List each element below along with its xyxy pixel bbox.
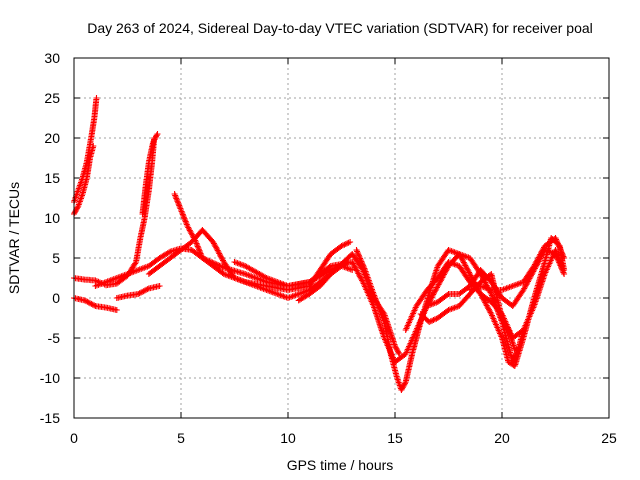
y-tick-label: 20: [44, 130, 60, 146]
plus-markers: [417, 271, 518, 353]
x-tick-label: 25: [601, 430, 617, 446]
x-tick-label: 15: [387, 430, 403, 446]
x-tick-label: 10: [280, 430, 296, 446]
plus-markers: [295, 263, 356, 304]
y-tick-label: 5: [52, 250, 60, 266]
y-tick-label: 0: [52, 290, 60, 306]
x-tick-label: 0: [70, 430, 78, 446]
series-track-15: [417, 271, 518, 353]
plus-markers: [71, 143, 97, 217]
y-tick-label: -15: [40, 410, 60, 426]
grid: [74, 58, 609, 418]
axis-ticks: [73, 57, 610, 419]
y-tick-labels: -15 -10 -5 0 5 10 15 20 25 30: [40, 50, 60, 426]
y-tick-label: 15: [44, 170, 60, 186]
series-track-16: [295, 263, 356, 304]
y-tick-label: -10: [40, 370, 60, 386]
chart-title: Day 263 of 2024, Sidereal Day-to-day VTE…: [87, 20, 593, 36]
plus-markers: [353, 235, 568, 393]
y-tick-label: 25: [44, 90, 60, 106]
plus-markers: [139, 131, 161, 217]
y-tick-label: 10: [44, 210, 60, 226]
y-axis-title: SDTVAR / TECUs: [6, 182, 22, 294]
plot-frame: [73, 57, 610, 419]
y-tick-label: -5: [48, 330, 61, 346]
series-track-4: [139, 131, 161, 217]
x-tick-label: 20: [494, 430, 510, 446]
x-axis-title: GPS time / hours: [287, 457, 394, 473]
series-track-6: [113, 283, 163, 301]
x-tick-labels: 0 5 10 15 20 25: [70, 430, 617, 446]
data-marks: [71, 95, 568, 393]
y-tick-label: 30: [44, 50, 60, 66]
series-track-2: [71, 143, 97, 217]
x-tick-label: 5: [177, 430, 185, 446]
series-track-11: [353, 235, 568, 393]
plus-markers: [113, 283, 163, 301]
